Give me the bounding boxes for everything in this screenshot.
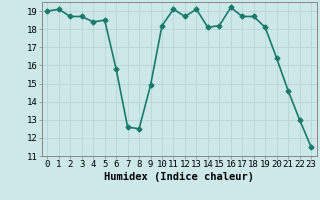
X-axis label: Humidex (Indice chaleur): Humidex (Indice chaleur) [104,172,254,182]
